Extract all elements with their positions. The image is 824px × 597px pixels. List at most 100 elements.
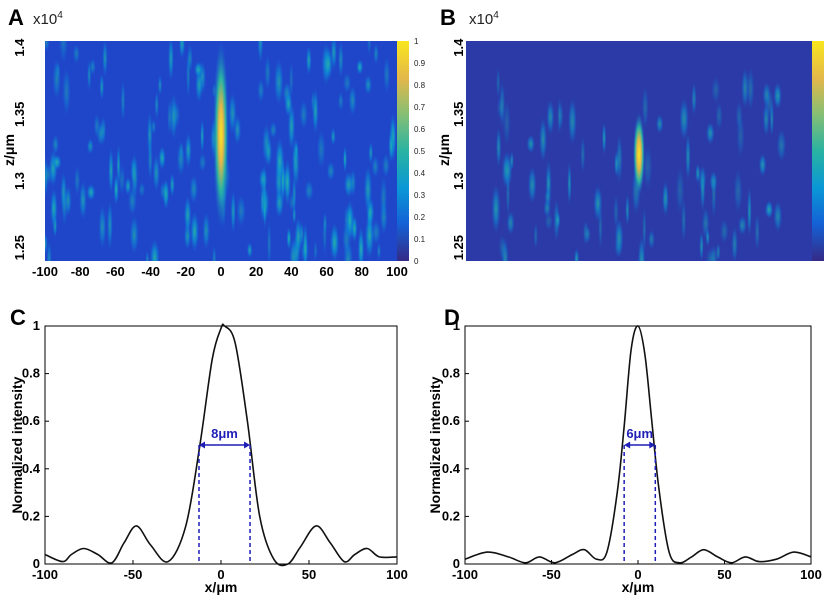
heatmap-speckle xyxy=(388,128,394,164)
x-tick-label: -50 xyxy=(542,567,561,582)
y-tick-label: 1.3 xyxy=(451,172,466,190)
heatmap-speckle xyxy=(641,85,649,130)
heatmap-speckle xyxy=(655,114,664,134)
heatmap-speckle xyxy=(294,216,303,258)
y-tick-label: 0.4 xyxy=(22,461,41,476)
heatmap-speckle xyxy=(269,121,278,139)
colorbar-tick-label: 0.8 xyxy=(414,81,426,90)
heatmap-speckle xyxy=(706,121,715,145)
heatmap-speckle xyxy=(679,97,689,141)
colorbar-tick-label: 0 xyxy=(414,257,419,266)
heatmap-speckle xyxy=(491,183,501,235)
heatmap-speckle xyxy=(351,214,358,244)
heatmap-speckle xyxy=(758,153,767,177)
plot-c: 0 0.2 0.4 0.6 0.8 1 -100 -50 0 50 100 8μm xyxy=(22,318,408,582)
heatmap-speckle xyxy=(167,41,174,83)
heatmap-speckle xyxy=(108,146,114,195)
heatmap-speckle xyxy=(52,57,61,101)
heatmap-speckle xyxy=(58,41,68,66)
heatmap-speckle xyxy=(330,41,338,71)
heatmap-speckle xyxy=(642,206,647,253)
x-ticks-a: -100 -80 -60 -40 -20 0 20 40 60 80 100 xyxy=(32,264,408,279)
y-tick-label: 1.4 xyxy=(451,38,466,57)
heatmap-speckle xyxy=(363,164,373,215)
heatmap-speckle xyxy=(376,241,382,261)
y-tick-label: 0.6 xyxy=(22,413,40,428)
heatmap-speckle xyxy=(557,96,562,136)
heatmap-speckle xyxy=(364,74,373,96)
heatmap-speckle xyxy=(52,213,58,239)
heatmap-speckle xyxy=(746,66,755,112)
heatmap-speckle xyxy=(124,176,132,196)
fwhm-arrow-right xyxy=(649,441,656,449)
heatmap-speckle xyxy=(102,41,108,78)
x-tick-label: 0 xyxy=(217,567,224,582)
y-tick-label: 1.35 xyxy=(12,102,27,127)
fwhm-arrow-left xyxy=(199,441,205,449)
y-tick-label: 0.2 xyxy=(22,508,40,523)
colorbar-tick-label: 0.5 xyxy=(414,147,426,156)
heatmap-speckle xyxy=(754,212,760,252)
x-tick-label-a: 0 xyxy=(217,264,224,279)
heatmap-speckle xyxy=(738,215,747,236)
heatmap-speckle xyxy=(45,41,50,52)
heatmap-speckle xyxy=(614,218,624,258)
heatmap-speckle xyxy=(52,154,62,171)
heatmap-speckle xyxy=(89,58,96,76)
heatmap-speckle xyxy=(267,219,272,261)
y-multiplier-b: x104 xyxy=(469,10,499,28)
fwhm-label: 8μm xyxy=(211,426,238,441)
heatmap-speckle xyxy=(176,142,186,177)
plot-d: 0 0.2 0.4 0.6 0.8 1 -100 -50 0 50 100 6μm xyxy=(442,318,822,582)
colorbar-a xyxy=(397,41,409,261)
heatmap-speckle xyxy=(257,41,264,64)
heatmap-speckle xyxy=(573,247,580,261)
heatmap-speckle xyxy=(337,41,344,79)
heatmap-speckle xyxy=(348,84,357,117)
colorbar-tick-label: 0.7 xyxy=(414,103,426,112)
heatmap-speckle xyxy=(496,66,501,100)
heatmap-speckle xyxy=(747,185,752,238)
heatmap-speckle xyxy=(200,117,205,155)
y-axis-label-b: z/μm xyxy=(436,134,452,166)
heatmap-speckle xyxy=(230,189,236,235)
panel-c: C 0 0.2 0.4 0.6 0.8 1 -100 -50 0 50 100 8μm Normali… xyxy=(9,305,408,595)
intensity-curve xyxy=(44,323,398,567)
y-tick-label: 0.8 xyxy=(442,366,460,381)
heatmap-speckle xyxy=(765,88,775,120)
heatmap-speckle xyxy=(505,172,511,217)
y-tick-label: 1.3 xyxy=(12,172,27,190)
intensity-curve xyxy=(464,325,812,564)
heatmap-speckle xyxy=(715,101,723,131)
heatmap-speckle xyxy=(598,204,603,250)
heatmap-speckle xyxy=(343,145,347,174)
x-tick-label-a: -80 xyxy=(71,264,90,279)
y-tick-label: 1 xyxy=(453,318,460,333)
heatmap-speckle xyxy=(546,99,555,136)
x-axis-label-c: x/μm xyxy=(205,579,238,595)
heatmap-speckle xyxy=(46,239,52,261)
panel-label-d: D xyxy=(444,305,460,330)
heatmap-speckle xyxy=(733,168,743,215)
heatmap-speckle xyxy=(527,165,537,205)
heatmap-speckle xyxy=(312,86,319,136)
heatmap-speckle xyxy=(642,143,653,191)
heatmap-speckle xyxy=(154,90,159,120)
heatmap-speckle xyxy=(509,150,514,172)
heatmap-speckle xyxy=(773,200,783,233)
heatmap-speckle xyxy=(145,250,150,261)
heatmap-speckle xyxy=(616,133,623,184)
heatmap-speckle xyxy=(543,198,552,218)
heatmap-speckle xyxy=(138,181,146,198)
y-multiplier-a-exp: 4 xyxy=(57,10,63,21)
y-ticks-b: 1.25 1.3 1.35 1.4 xyxy=(451,38,466,260)
y-tick-label: 1.4 xyxy=(12,38,27,57)
heatmap-speckle xyxy=(72,43,80,65)
heatmap-speckle xyxy=(764,201,774,219)
heatmap-speckle xyxy=(715,242,721,261)
heatmap-speckle xyxy=(106,199,113,252)
heatmap-speckle xyxy=(368,141,374,165)
heatmap-speckle xyxy=(190,210,200,253)
y-tick-label: 0.6 xyxy=(442,413,460,428)
heatmap-speckle xyxy=(357,226,365,261)
